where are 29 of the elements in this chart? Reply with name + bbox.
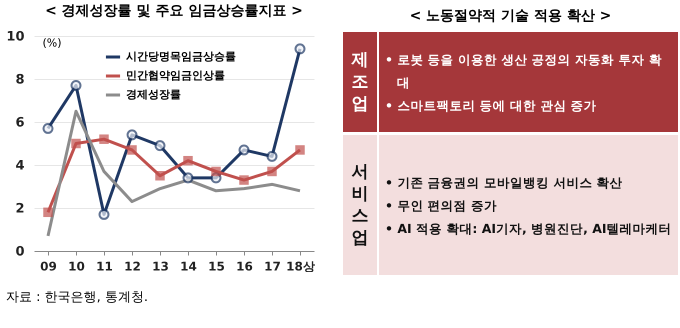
y-tick-label: 4 bbox=[15, 158, 24, 174]
category-label: 제조업 bbox=[352, 49, 368, 115]
category-label: 서비스업 bbox=[352, 161, 368, 249]
x-tick-label: 15 bbox=[208, 260, 225, 274]
x-tick-label: 13 bbox=[152, 260, 169, 274]
text: • 스마트팩토리 등에 대한 관심 증가 bbox=[385, 98, 597, 112]
text: 자료 : 한국은행, 통계청. bbox=[5, 289, 150, 306]
y-axis-title: (%) bbox=[42, 36, 62, 50]
text: • 로봇 등을 이용한 생산 공정의 자동화 투자 확대 bbox=[385, 52, 662, 90]
x-tick-label: 14 bbox=[180, 260, 197, 274]
x-tick-label: 09 bbox=[40, 260, 57, 274]
y-tick-label: 2 bbox=[15, 202, 24, 216]
text: • 기존 금융권의 모바일뱅킹 서비스 확산 bbox=[385, 174, 623, 190]
y-tick-label: 0 bbox=[15, 244, 24, 260]
text: < 노동절약적 기술 적용 확산 > bbox=[408, 7, 612, 26]
legend-label: 시간당명목임금상승률 bbox=[126, 50, 236, 63]
legend-label: 경제성장률 bbox=[126, 88, 181, 101]
y-tick-label: 10 bbox=[6, 30, 24, 44]
chart-title: < 경제성장률 및 주요 임금상승률지표 > bbox=[45, 3, 303, 19]
x-tick-label: 16 bbox=[236, 260, 253, 274]
text: • AI 적용 확대: AI기자, 병원진단, AI텔레마케터 bbox=[385, 220, 672, 236]
text: • 무인 편의점 증가 bbox=[385, 198, 498, 212]
x-tick-label: 17 bbox=[264, 260, 281, 274]
y-tick-label: 6 bbox=[15, 116, 24, 130]
x-tick-label: 10 bbox=[68, 260, 85, 274]
x-tick-label: 12 bbox=[124, 260, 141, 274]
x-tick-label: 11 bbox=[96, 260, 113, 274]
legend-label: 민간협약임금인상률 bbox=[126, 69, 225, 82]
y-tick-label: 8 bbox=[15, 72, 24, 88]
